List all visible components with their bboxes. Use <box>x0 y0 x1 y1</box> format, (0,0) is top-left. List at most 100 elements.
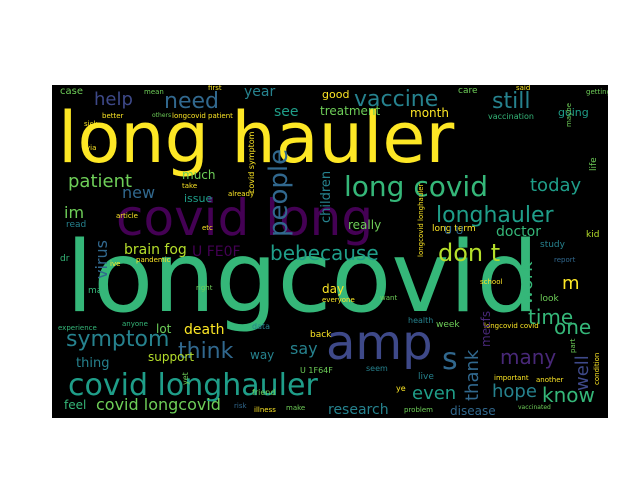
word-vaccine: vaccine <box>354 87 439 112</box>
word-health: health <box>408 316 434 325</box>
word-day: day <box>322 282 345 296</box>
word-study: study <box>540 240 565 250</box>
word-make: make <box>286 404 306 412</box>
word-care: care <box>458 86 478 96</box>
word-problem: problem <box>404 406 433 414</box>
word-good: good <box>322 88 350 101</box>
word-research: research <box>328 402 389 418</box>
word-right: right <box>196 284 213 292</box>
word-longcovid-covid: longcovid covid <box>484 322 539 330</box>
word-said: said <box>516 85 531 92</box>
word-work: work <box>516 261 537 305</box>
word-covid-symptom: covid symptom <box>247 131 256 193</box>
word-article: article <box>116 212 138 220</box>
word-still: still <box>492 89 531 114</box>
word-already: already <box>228 190 255 198</box>
word-read: read <box>66 220 87 230</box>
word-may: may <box>88 286 108 296</box>
word-ive: ive <box>110 260 121 268</box>
word-illness: illness <box>254 406 276 414</box>
word-report: report <box>554 256 576 264</box>
word-way: way <box>250 348 275 362</box>
word-important: important <box>494 374 529 382</box>
word-covid-long: covid long <box>116 189 374 247</box>
word-even: even <box>412 383 457 404</box>
word-thing: thing <box>76 356 110 371</box>
word-im: im <box>64 203 85 222</box>
word-one: one <box>554 315 592 339</box>
word-new: new <box>122 183 156 202</box>
word-first: first <box>208 85 222 92</box>
word-case: case <box>60 86 83 97</box>
word-u-1f64f: U 1F64F <box>300 366 333 375</box>
word-vaccination: vaccination <box>488 112 534 121</box>
word-longcovid: longcovid <box>66 221 539 335</box>
word-back: back <box>310 330 332 340</box>
word-condition: condition <box>593 352 601 385</box>
word-yet: yet <box>181 372 190 385</box>
word-virus: virus <box>92 240 111 279</box>
word-long-term: long term <box>432 224 476 234</box>
word-school: school <box>480 278 503 286</box>
word-data: data <box>252 322 271 331</box>
word-friend: friend <box>252 388 276 397</box>
word-m: m <box>562 273 580 294</box>
word-feel: feel <box>64 398 87 412</box>
word-sick: sick <box>84 120 98 128</box>
word-seem: seem <box>366 364 388 373</box>
word-longhauler: longhauler <box>436 203 554 228</box>
word-getting: getting <box>586 88 608 96</box>
word-part: part <box>569 338 577 353</box>
word-s: s <box>442 342 458 377</box>
word-life: life <box>589 157 599 171</box>
word-week: week <box>436 320 460 330</box>
word-take: take <box>182 182 198 190</box>
word-month: month <box>410 106 449 120</box>
word-via: via <box>86 144 97 152</box>
word-going: going <box>558 106 589 119</box>
word-better: better <box>102 112 124 120</box>
word-covid-longcovid: covid longcovid <box>96 395 221 414</box>
word-doctor: doctor <box>496 224 541 240</box>
word-u-u: U U <box>444 224 464 237</box>
word-dont: don t <box>438 239 501 267</box>
word-vaccinated: vaccinated <box>518 404 551 411</box>
word-longcovid-patient: longcovid patient <box>172 112 233 120</box>
word-many: many <box>500 345 557 369</box>
word-covid-longhauler: covid longhauler <box>68 368 318 403</box>
word-issue: issue <box>184 192 213 205</box>
word-maybe: maybe <box>565 102 573 127</box>
word-u-fe0f: U FE0F <box>192 244 241 260</box>
word-need: need <box>164 89 219 114</box>
word-lot: lot <box>156 322 172 336</box>
word-really: really <box>348 218 382 232</box>
word-death: death <box>184 322 225 338</box>
word-children: children <box>319 170 334 223</box>
word-think: think <box>178 339 234 364</box>
word-want: want <box>380 294 398 302</box>
word-etc: etc <box>202 224 213 232</box>
word-long-covid: long covid <box>344 170 488 203</box>
word-experience: experience <box>58 324 97 332</box>
word-another: another <box>536 376 564 384</box>
word-pandemic: pandemic <box>136 256 171 264</box>
word-well: well <box>572 355 593 391</box>
word-people: people <box>264 148 294 237</box>
word-thank: thank <box>462 349 483 401</box>
word-look: look <box>540 294 559 304</box>
word-everyone: everyone <box>322 296 355 304</box>
word-treatment: treatment <box>320 104 381 118</box>
word-mecfs: mecfs <box>479 310 493 347</box>
word-see: see <box>274 104 299 120</box>
word-help: help <box>94 89 133 110</box>
word-symptom: symptom <box>66 327 170 352</box>
word-much: much <box>182 168 216 182</box>
word-mean: mean <box>144 88 164 96</box>
word-today: today <box>530 175 582 196</box>
word-say: say <box>290 339 318 358</box>
word-support: support <box>148 350 195 364</box>
word-kid: kid <box>586 230 600 240</box>
word-bebecause: bebecause <box>270 241 379 265</box>
word-brain-fog: brain fog <box>124 242 187 258</box>
word-time: time <box>528 305 574 329</box>
